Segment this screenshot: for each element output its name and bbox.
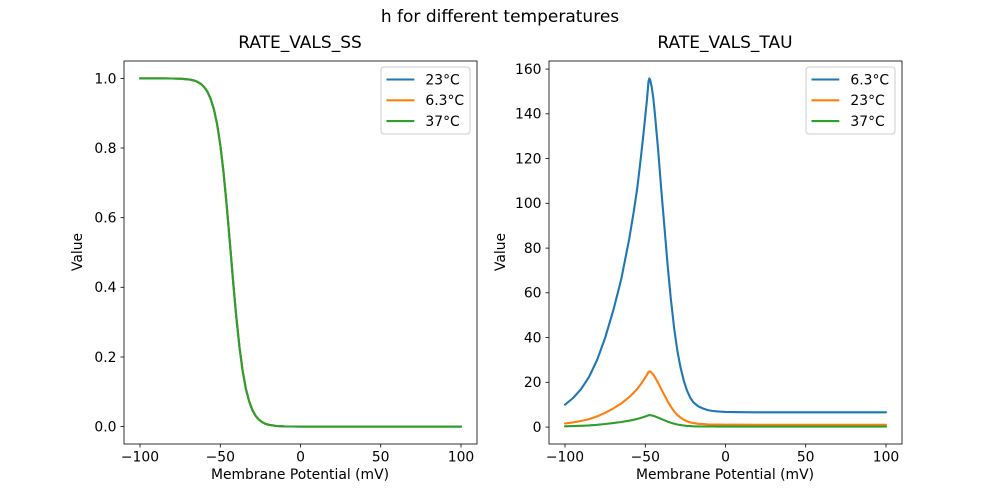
x-tick-label: 0 [296,450,305,466]
y-tick-label: 80 [524,241,542,257]
left-chart-title: RATE_VALS_SS [238,33,362,53]
series-line-23°C [563,370,888,426]
y-tick-label: 0.2 [94,350,116,366]
series-line-37°C [563,414,888,428]
legend-label: 6.3°C [850,72,889,88]
y-tick-label: 0.6 [94,211,116,227]
y-tick-label: 60 [524,286,542,302]
y-tick-label: 1.0 [94,71,116,87]
figure-title: h for different temperatures [380,7,620,27]
legend-label: 37°C [850,114,884,130]
y-tick-label: 0 [533,420,542,436]
x-tick-label: 50 [372,450,390,466]
y-tick-label: 120 [515,152,542,168]
legend-label: 23°C [850,93,884,109]
y-tick-label: 20 [524,375,542,391]
left-chart-xlabel: Membrane Potential (mV) [210,467,389,483]
y-tick-label: 40 [524,331,542,347]
legend-label: 37°C [425,114,459,130]
axes-frame [548,60,903,445]
right-chart-title: RATE_VALS_TAU [657,33,793,53]
y-tick-label: 160 [515,62,542,78]
left-chart-ylabel: Value [70,232,86,272]
y-tick-label: 0.8 [94,141,116,157]
legend-label: 23°C [425,72,459,88]
y-tick-label: 0.0 [94,420,116,436]
x-tick-label: 100 [873,450,900,466]
y-tick-label: 100 [515,196,542,212]
x-tick-label: 50 [797,450,815,466]
legend-box [805,66,896,135]
x-tick-label: −100 [121,450,159,466]
y-tick-label: 0.4 [94,280,116,296]
axes-frame [123,60,478,445]
legend-box [380,66,471,135]
x-tick-label: 100 [448,450,475,466]
series-line-6.3°C [563,77,888,414]
x-tick-label: −100 [546,450,584,466]
x-tick-label: −50 [206,450,235,466]
right-chart-xlabel: Membrane Potential (mV) [635,467,814,483]
legend-label: 6.3°C [425,93,464,109]
x-tick-label: 0 [721,450,730,466]
y-tick-label: 140 [515,107,542,123]
series-line-37°C [138,77,463,428]
right-chart-ylabel: Value [493,232,509,272]
x-tick-label: −50 [631,450,660,466]
